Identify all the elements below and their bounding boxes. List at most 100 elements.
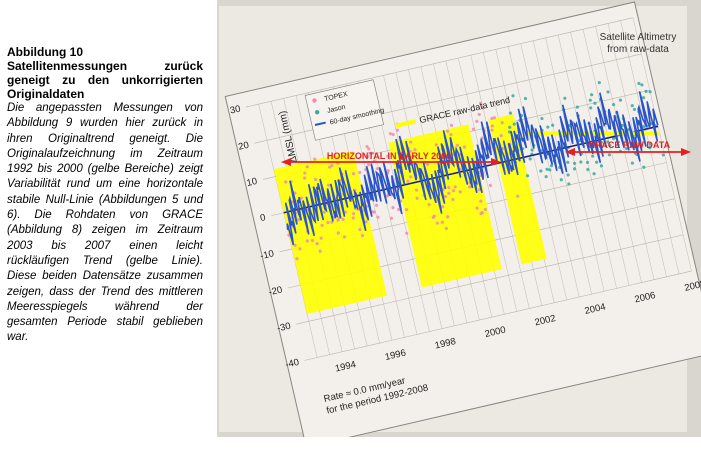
topex-point	[293, 243, 297, 247]
topex-point	[441, 205, 445, 209]
topex-point	[341, 217, 345, 222]
caption-body: Die angepassten Messungen von Abbildung …	[7, 102, 203, 344]
jason-point	[585, 160, 590, 165]
topex-point	[367, 147, 371, 151]
legend-box	[304, 79, 385, 141]
topex-point	[351, 172, 356, 176]
grid-line-x	[632, 17, 692, 272]
jason-point	[618, 98, 623, 102]
topex-point	[351, 216, 355, 220]
jason-point	[512, 122, 516, 126]
topex-point	[447, 191, 451, 195]
grace-label: GRACE RAW DATA	[588, 140, 671, 150]
jason-point	[648, 145, 652, 150]
topex-point	[305, 239, 309, 243]
jason-point	[642, 125, 646, 129]
topex-point	[404, 208, 409, 212]
topex-point	[483, 207, 487, 212]
topex-point	[481, 106, 485, 110]
x-tick-label: 2008	[683, 278, 701, 293]
topex-point	[358, 227, 362, 232]
topex-point	[365, 144, 369, 149]
topex-point	[411, 154, 415, 159]
topex-point	[395, 128, 400, 132]
jason-point	[525, 174, 530, 178]
legend-marker	[314, 121, 326, 126]
topex-point	[409, 175, 413, 179]
legend-label: Jason	[326, 104, 346, 115]
topex-point	[389, 216, 394, 220]
jason-point	[551, 123, 555, 127]
topex-point	[342, 235, 347, 239]
y-tick-label: 0	[259, 212, 267, 224]
topex-point	[313, 177, 318, 182]
x-tick-label: 1994	[334, 359, 357, 374]
topex-point	[305, 165, 309, 169]
jason-point	[595, 160, 599, 164]
topex-point	[475, 119, 479, 123]
topex-point	[455, 143, 460, 147]
topex-point	[444, 226, 448, 230]
tick-labels: 30 20 10 0 -10 -20 -30 -40 1994 1996 1998 2000 2002 2…	[229, 104, 701, 375]
grid-line-y	[304, 270, 692, 361]
topex-point	[295, 257, 299, 261]
jason-point	[572, 167, 577, 171]
topex-point	[413, 148, 417, 152]
topex-point	[375, 203, 379, 207]
y-tick-label: -30	[276, 321, 292, 335]
topex-point	[492, 116, 497, 120]
topex-point	[318, 249, 322, 253]
topex-point	[351, 212, 356, 216]
topex-point	[499, 134, 503, 138]
topex-point	[451, 189, 456, 193]
topex-point	[320, 223, 324, 227]
topex-point	[449, 123, 454, 127]
topex-point	[446, 129, 450, 133]
figure-title-1: Satellite Altimetry	[600, 32, 677, 43]
jason-point	[567, 182, 571, 186]
topex-point	[322, 210, 326, 214]
jason-point	[575, 105, 580, 109]
jason-point	[508, 125, 512, 129]
jason-point	[573, 161, 577, 165]
jason-point	[640, 83, 644, 87]
grid-line-y	[296, 234, 684, 325]
topex-point	[415, 196, 419, 200]
figure-caption: Abbildung 10 Satellitenmessungen zurück …	[7, 45, 203, 346]
jason-point	[648, 142, 652, 146]
caption-headline: Satellitenmessungen zurück geneigt zu de…	[7, 59, 203, 101]
topex-point	[434, 143, 438, 147]
jason-point	[546, 125, 550, 129]
jason-point	[606, 140, 610, 144]
topex-point	[391, 205, 395, 210]
grid-line-y	[246, 17, 634, 108]
topex-point	[443, 194, 448, 199]
topex-point	[360, 233, 365, 238]
topex-point	[327, 183, 331, 187]
topex-point	[516, 194, 520, 198]
y-tick-label: 10	[246, 176, 259, 189]
jason-point	[590, 93, 594, 97]
topex-point	[303, 171, 307, 175]
topex-point	[366, 154, 370, 158]
topex-point	[284, 180, 288, 184]
topex-point	[432, 214, 436, 218]
jason-point	[606, 90, 610, 94]
topex-point	[479, 199, 483, 203]
grid-line-x	[582, 29, 642, 283]
jason-point	[592, 172, 596, 176]
jason-point	[539, 169, 543, 173]
topex-point	[480, 211, 484, 215]
topex-point	[453, 185, 457, 189]
jason-point	[566, 173, 570, 177]
jason-point	[589, 106, 593, 110]
topex-point	[319, 236, 323, 240]
jason-point	[586, 167, 590, 172]
jason-point	[661, 153, 665, 157]
grid-line-x	[458, 58, 517, 312]
jason-point	[648, 90, 652, 94]
topex-point	[449, 133, 453, 137]
topex-point	[414, 188, 419, 192]
horizontal-arrow: HORIZONTAL IN EARLY 2000	[281, 151, 501, 166]
topex-point	[369, 151, 373, 155]
